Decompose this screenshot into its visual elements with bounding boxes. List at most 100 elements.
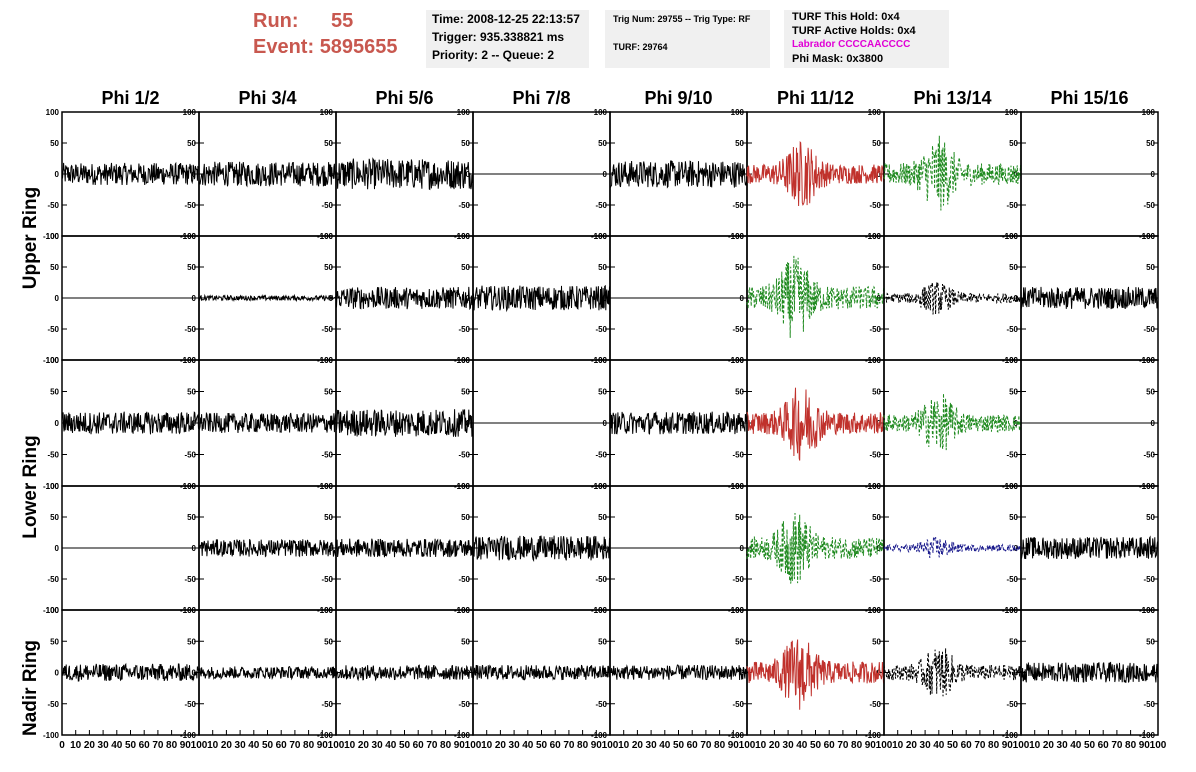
ytick-label: 100 [183, 606, 197, 615]
xtick-label: 50 [1084, 740, 1096, 751]
waveform-r5-c6 [746, 639, 885, 710]
ytick-label: 50 [1009, 139, 1018, 148]
ytick-label: -50 [1143, 201, 1155, 210]
waveform-r5-c3 [335, 664, 474, 682]
labrador-text: Labrador CCCCAACCCC [792, 39, 911, 50]
ytick-label: 100 [1005, 108, 1019, 117]
xtick-label: 50 [125, 740, 137, 751]
xtick-label: 100 [1013, 740, 1030, 751]
xtick-label: 50 [947, 740, 959, 751]
ytick-label: -50 [458, 700, 470, 709]
xtick-label: 20 [906, 740, 918, 751]
ytick-label: 50 [324, 388, 333, 397]
ytick-label: 100 [183, 482, 197, 491]
ytick-label: -50 [321, 325, 333, 334]
xtick-label: 80 [851, 740, 863, 751]
ytick-label: 50 [187, 139, 196, 148]
ytick-label: 50 [187, 263, 196, 272]
ytick-label: 50 [598, 637, 607, 646]
ytick-label: 100 [320, 482, 334, 491]
ytick-label: -50 [1143, 575, 1155, 584]
xtick-label: 90 [591, 740, 603, 751]
waveform-r1-c7 [883, 135, 1022, 211]
ytick-label: 50 [1146, 513, 1155, 522]
ytick-label: 100 [594, 232, 608, 241]
time-text: Time: 2008-12-25 22:13:57 [432, 12, 580, 26]
ytick-label: 50 [598, 388, 607, 397]
ytick-label: 0 [877, 544, 882, 553]
ytick-label: 50 [50, 263, 59, 272]
waveform-r2-c7 [883, 282, 1022, 315]
xtick-label: 40 [111, 740, 123, 751]
waveform-r3-c6 [746, 387, 885, 461]
xtick-label: 30 [646, 740, 658, 751]
xtick-label: 90 [180, 740, 192, 751]
xtick-label: 60 [961, 740, 973, 751]
ytick-label: -50 [1006, 325, 1018, 334]
time-info-box: Time: 2008-12-25 22:13:57 Trigger: 935.3… [426, 10, 589, 68]
ytick-label: 50 [1009, 513, 1018, 522]
ytick-label: -50 [595, 201, 607, 210]
ytick-label: -50 [1143, 700, 1155, 709]
xtick-label: 100 [465, 740, 482, 751]
ytick-label: -50 [47, 575, 59, 584]
xtick-label: 30 [98, 740, 110, 751]
ytick-label: 100 [46, 482, 60, 491]
xtick-label: 100 [1150, 740, 1167, 751]
ytick-label: -50 [595, 451, 607, 460]
xtick-label: 90 [1139, 740, 1151, 751]
ytick-label: 100 [46, 606, 60, 615]
ytick-label: -50 [1143, 325, 1155, 334]
xtick-label: 100 [876, 740, 893, 751]
ytick-label: 50 [324, 263, 333, 272]
ytick-label: -50 [869, 201, 881, 210]
ytick-label: -100 [43, 731, 60, 740]
xtick-label: 20 [84, 740, 96, 751]
xtick-label: 40 [1070, 740, 1082, 751]
ytick-label: -50 [321, 700, 333, 709]
xtick-label: 40 [659, 740, 671, 751]
ytick-label: -100 [180, 731, 197, 740]
turf-text: TURF: 29764 [613, 42, 668, 52]
ytick-label: 100 [320, 606, 334, 615]
ytick-label: -50 [869, 325, 881, 334]
xtick-label: 0 [59, 740, 65, 751]
waveform-r1-c2 [198, 161, 337, 188]
ytick-label: -50 [595, 700, 607, 709]
xtick-label: 70 [1111, 740, 1123, 751]
xtick-label: 10 [70, 740, 82, 751]
column-header-1: Phi 1/2 [101, 88, 159, 108]
xtick-label: 10 [207, 740, 219, 751]
ytick-label: 100 [868, 606, 882, 615]
xtick-label: 80 [714, 740, 726, 751]
ytick-label: 50 [461, 263, 470, 272]
ytick-label: -50 [732, 451, 744, 460]
ytick-label: 0 [55, 669, 60, 678]
column-header-3: Phi 5/6 [375, 88, 433, 108]
ytick-label: 100 [731, 356, 745, 365]
ytick-label: 50 [187, 637, 196, 646]
ytick-label: 100 [594, 482, 608, 491]
ytick-label: 100 [457, 232, 471, 241]
ytick-label: -100 [1139, 731, 1156, 740]
xtick-label: 60 [687, 740, 699, 751]
waveform-r2-c8 [1020, 286, 1159, 310]
ytick-label: -50 [321, 575, 333, 584]
event-value: 5895655 [319, 36, 398, 58]
column-header-5: Phi 9/10 [644, 88, 712, 108]
column-header-4: Phi 7/8 [512, 88, 570, 108]
ytick-label: 50 [735, 263, 744, 272]
waveform-r4-c6 [746, 512, 885, 584]
ytick-label: 50 [461, 388, 470, 397]
ytick-label: 100 [868, 482, 882, 491]
waveform-r1-c3 [335, 157, 474, 191]
xtick-label: 40 [385, 740, 397, 751]
ytick-label: -50 [595, 575, 607, 584]
xtick-label: 50 [536, 740, 548, 751]
xtick-label: 80 [166, 740, 178, 751]
ytick-label: -100 [43, 356, 60, 365]
xtick-label: 100 [191, 740, 208, 751]
xtick-label: 30 [372, 740, 384, 751]
ytick-label: 0 [55, 170, 60, 179]
